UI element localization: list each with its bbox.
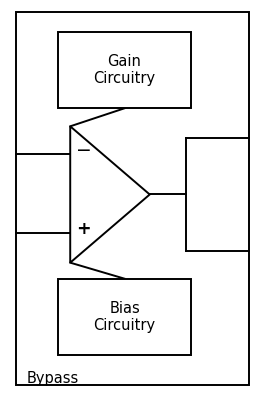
Text: Bias
Circuitry: Bias Circuitry bbox=[94, 301, 156, 333]
Text: −: − bbox=[76, 141, 91, 160]
Bar bbox=[58, 279, 191, 355]
Bar bbox=[58, 32, 191, 108]
Text: Bypass: Bypass bbox=[26, 371, 79, 387]
Text: +: + bbox=[76, 220, 91, 237]
Bar bbox=[16, 12, 249, 385]
Text: Gain
Circuitry: Gain Circuitry bbox=[94, 54, 156, 86]
Polygon shape bbox=[70, 126, 150, 263]
